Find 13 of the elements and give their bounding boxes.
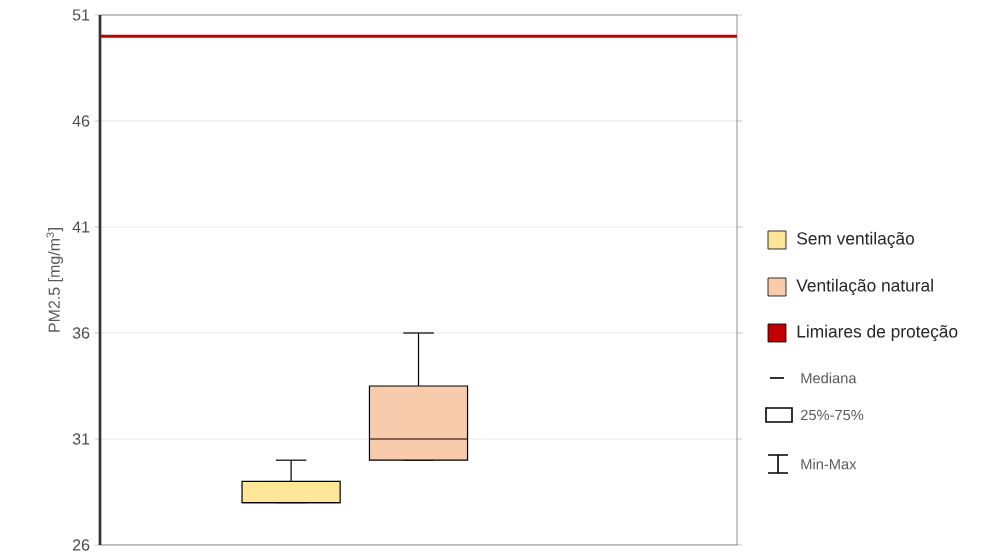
legend-label: Ventilação natural — [796, 278, 933, 296]
text: Mediana — [801, 372, 857, 384]
legend-label: Sem ventilação — [797, 231, 915, 249]
y-tick-label: 51 — [72, 9, 90, 21]
text: Min-Max — [801, 458, 857, 470]
y-tick-label: 26 — [72, 539, 90, 551]
y-tick-label: 36 — [72, 327, 90, 339]
legend-label: Limiares de proteção — [797, 324, 958, 342]
y-tick-label: 46 — [72, 115, 90, 127]
y-tick-label: 31 — [72, 433, 90, 445]
y-axis-title: PM2.5 [mg/m$^{3}$] — [46, 228, 64, 332]
y-tick-label: 41 — [72, 221, 90, 233]
text: 25%-75% — [801, 409, 864, 421]
